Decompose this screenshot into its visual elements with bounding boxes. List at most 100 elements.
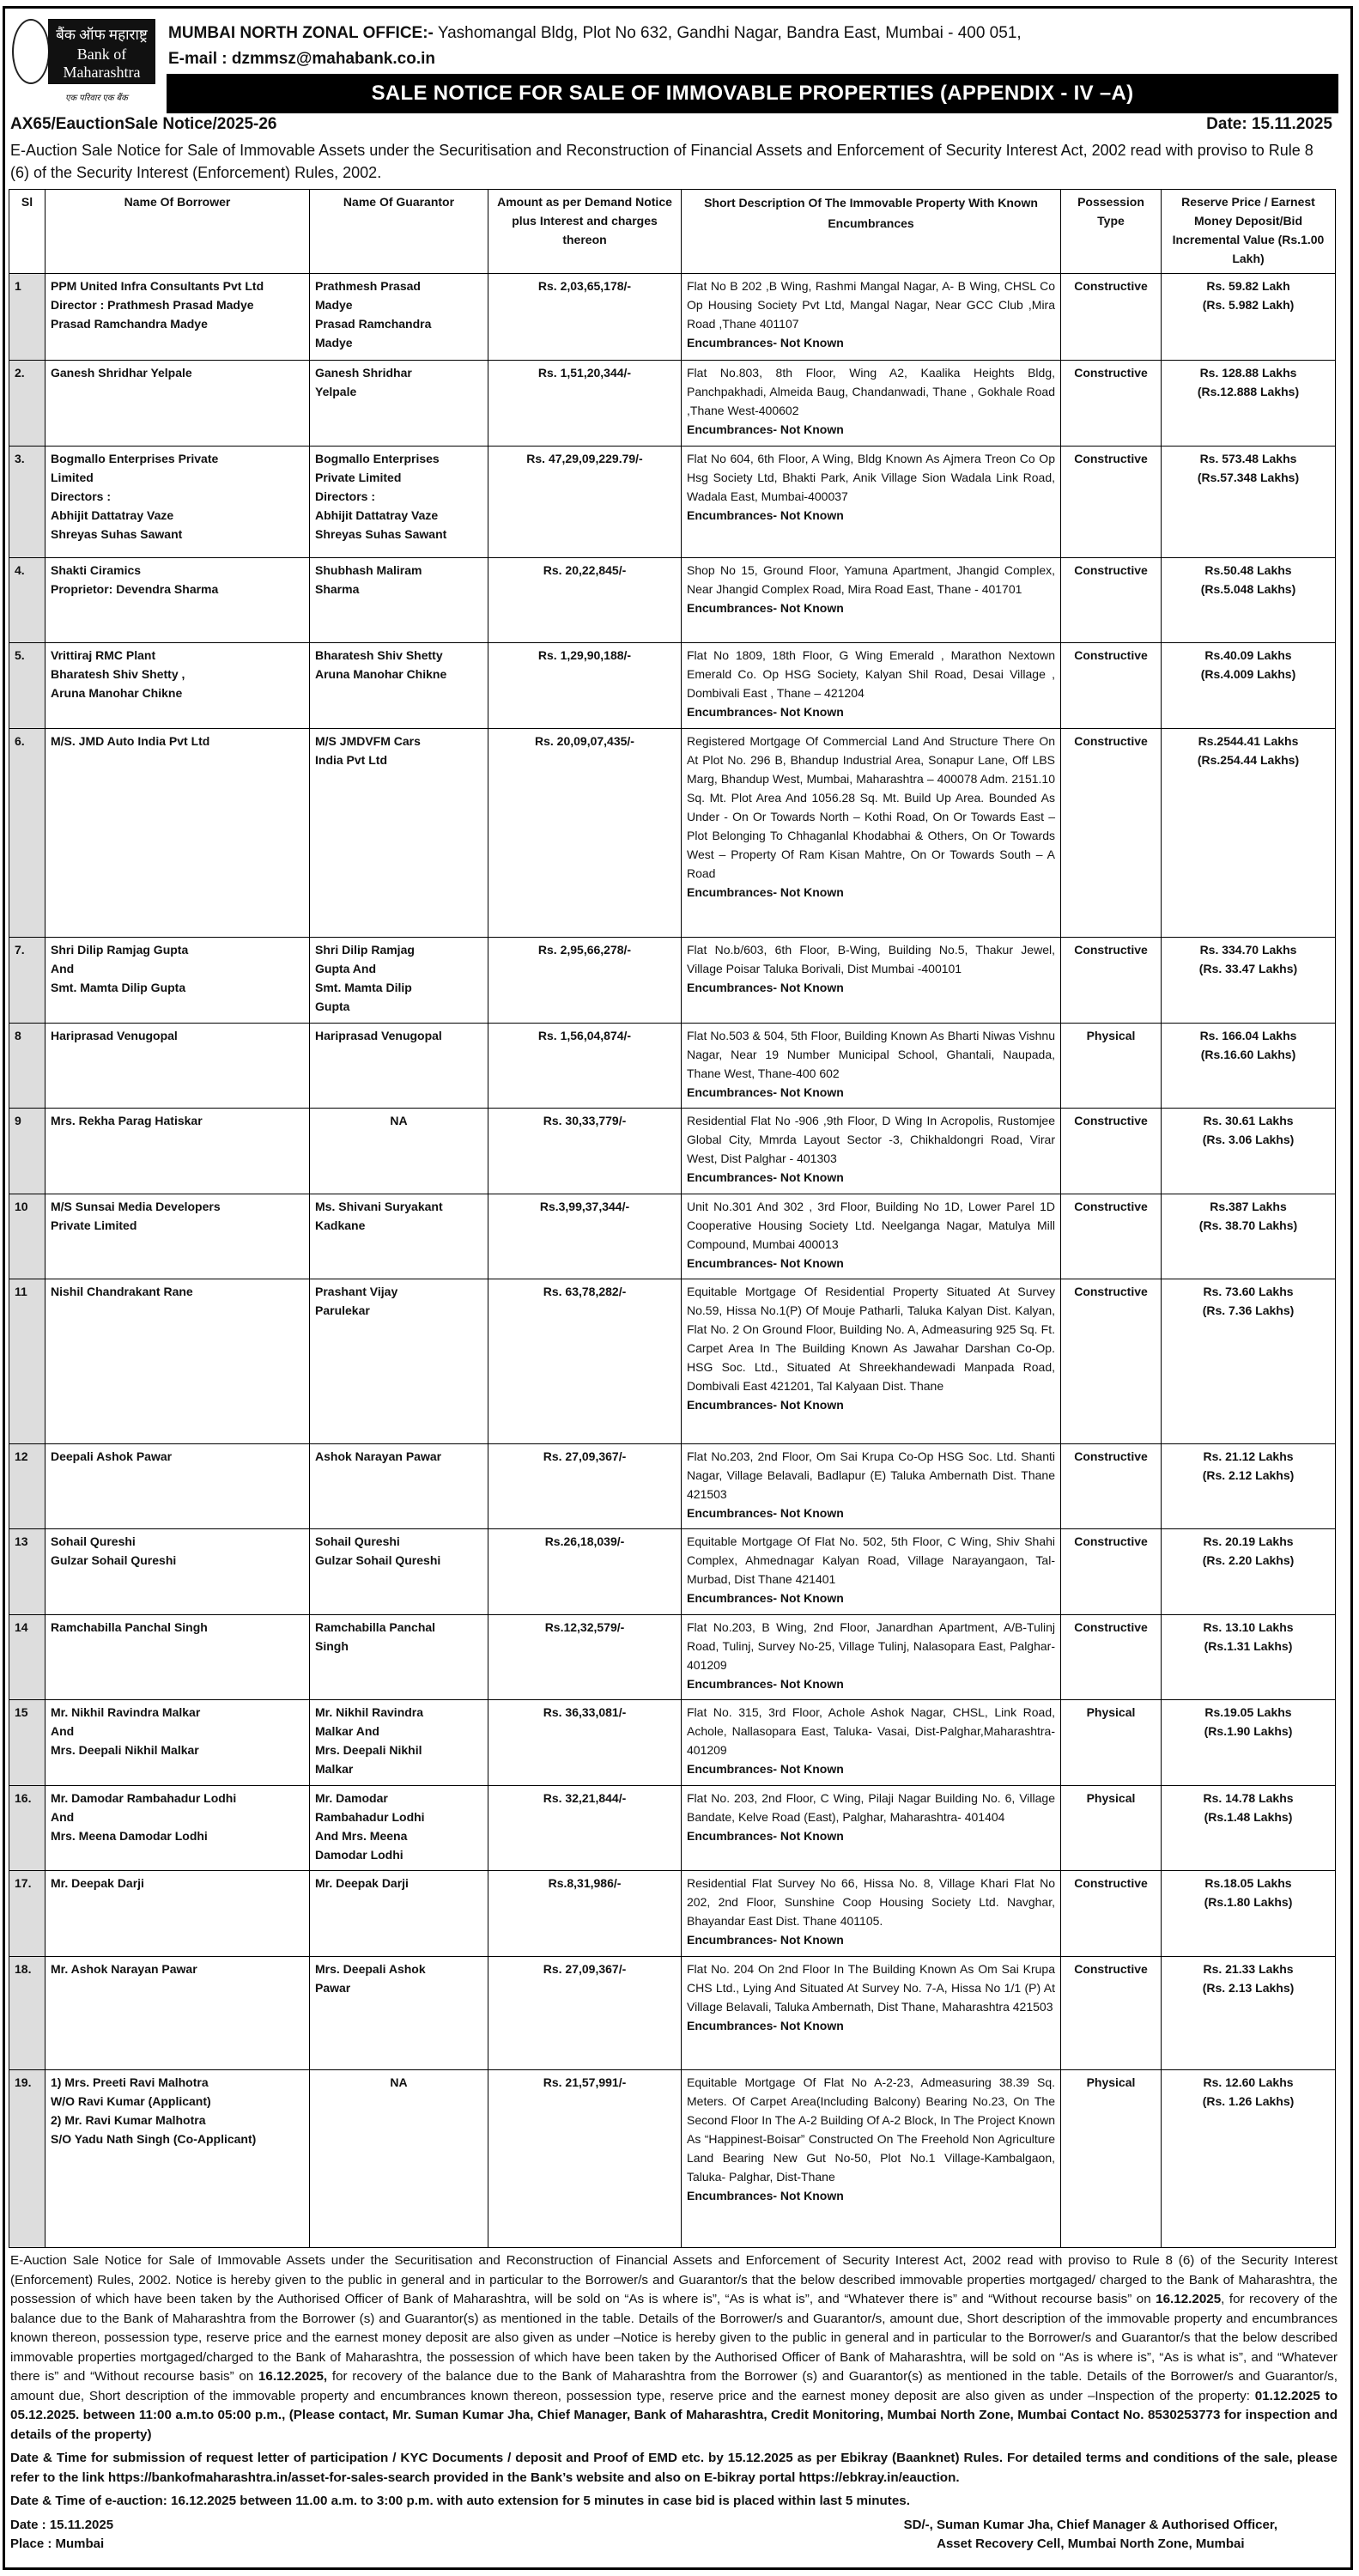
demand-amount: Rs. 2,95,66,278/- xyxy=(488,937,682,1024)
serial-number: 11 xyxy=(9,1279,46,1444)
property-description: Flat No.203, 2nd Floor, Om Sai Krupa Co-… xyxy=(681,1443,1061,1529)
description-text: Flat No.b/603, 6th Floor, B-Wing, Buildi… xyxy=(687,943,1055,975)
possession-type: Constructive xyxy=(1060,1614,1162,1700)
guarantor-name: Sohail Qureshi Gulzar Sohail Qureshi xyxy=(309,1528,488,1615)
guarantor-name: Hariprasad Venugopal xyxy=(309,1023,488,1109)
demand-amount: Rs. 1,29,90,188/- xyxy=(488,642,682,729)
description-text: Flat No.503 & 504, 5th Floor, Building K… xyxy=(687,1029,1055,1080)
property-description: Unit No.301 And 302 , 3rd Floor, Buildin… xyxy=(681,1194,1061,1279)
borrower-name: Vrittiraj RMC Plant Bharatesh Shiv Shett… xyxy=(45,642,310,729)
serial-number: 15 xyxy=(9,1699,46,1786)
notice-date: Date: 15.11.2025 xyxy=(1206,115,1332,133)
encumbrance-text: Encumbrances- Not Known xyxy=(687,1398,844,1412)
guarantor-name: M/S JMDVFM Cars India Pvt Ltd xyxy=(309,728,488,938)
demand-amount: Rs. 27,09,367/- xyxy=(488,1956,682,2070)
table-row: 4. Shakti Ciramics Proprietor: Devendra S… xyxy=(9,557,1336,643)
demand-amount: Rs.8,31,986/- xyxy=(488,1870,682,1957)
reserve-price: Rs. 334.70 Lakhs (Rs. 33.47 Lakhs) xyxy=(1161,937,1336,1024)
notice-title: SALE NOTICE FOR SALE OF IMMOVABLE PROPER… xyxy=(167,74,1338,113)
table-header-row: Sl Name Of Borrower Name Of Guarantor Amoun… xyxy=(9,189,1336,274)
reserve-price: Rs.50.48 Lakhs (Rs.5.048 Lakhs) xyxy=(1161,557,1336,643)
demand-amount: Rs. 36,33,081/- xyxy=(488,1699,682,1786)
auction-date-2: 16.12.2025, xyxy=(258,2369,328,2384)
description-text: Flat No.203, 2nd Floor, Om Sai Krupa Co-… xyxy=(687,1449,1055,1501)
borrower-name: M/S. JMD Auto India Pvt Ltd xyxy=(45,728,310,938)
terms-paragraph: E-Auction Sale Notice for Sale of Immova… xyxy=(10,2251,1338,2445)
reserve-price: Rs. 166.04 Lakhs (Rs.16.60 Lakhs) xyxy=(1161,1023,1336,1109)
demand-amount: Rs. 63,78,282/- xyxy=(488,1279,682,1444)
borrower-name: Mrs. Rekha Parag Hatiskar xyxy=(45,1108,310,1194)
table-row: 13 Sohail Qureshi Gulzar Sohail Qureshi So… xyxy=(9,1528,1336,1615)
reserve-price: Rs.40.09 Lakhs (Rs.4.009 Lakhs) xyxy=(1161,642,1336,729)
guarantor-name: Ganesh Shridhar Yelpale xyxy=(309,360,488,447)
email-link[interactable]: dzmmsz@mahabank.co.in xyxy=(231,50,435,68)
column-header-reserve: Reserve Price / Earnest Money Deposit/Bi… xyxy=(1161,189,1336,274)
terms-text-2: , for recovery of the balance due to the… xyxy=(10,2292,1338,2384)
guarantor-name: Prathmesh Prasad Madye Prasad Ramchandra… xyxy=(309,273,488,361)
property-description: Flat No. 315, 3rd Floor, Achole Ashok Na… xyxy=(681,1699,1061,1786)
serial-number: 5. xyxy=(9,642,46,729)
encumbrance-text: Encumbrances- Not Known xyxy=(687,1506,844,1520)
encumbrance-text: Encumbrances- Not Known xyxy=(687,2019,844,2032)
demand-amount: Rs. 21,57,991/- xyxy=(488,2069,682,2248)
guarantor-name: Mr. Damodar Rambahadur Lodhi And Mrs. Me… xyxy=(309,1785,488,1871)
demand-amount: Rs. 1,51,20,344/- xyxy=(488,360,682,447)
reserve-price: Rs. 21.33 Lakhs (Rs. 2.13 Lakhs) xyxy=(1161,1956,1336,2070)
description-text: Flat No B 202 ,B Wing, Rashmi Mangal Nag… xyxy=(687,279,1055,331)
reserve-price: Rs. 13.10 Lakhs (Rs.1.31 Lakhs) xyxy=(1161,1614,1336,1700)
table-row: 2. Ganesh Shridhar Yelpale Ganesh Shridhar… xyxy=(9,360,1336,447)
reference-number: AX65/EauctionSale Notice/2025-26 xyxy=(10,115,277,133)
possession-type: Constructive xyxy=(1060,937,1162,1024)
signatory-office: Asset Recovery Cell, Mumbai North Zone, … xyxy=(937,2536,1245,2551)
possession-type: Constructive xyxy=(1060,1956,1162,2070)
table-row: 14 Ramchabilla Panchal Singh Ramchabilla P… xyxy=(9,1614,1336,1700)
borrower-name: Shri Dilip Ramjag Gupta And Smt. Mamta D… xyxy=(45,937,310,1024)
notice-header: बैंक ऑफ महाराष्ट्र Bank of Maharashtra भ… xyxy=(5,12,1338,113)
demand-amount: Rs.12,32,579/- xyxy=(488,1614,682,1700)
guarantor-name: Ramchabilla Panchal Singh xyxy=(309,1614,488,1700)
serial-number: 19. xyxy=(9,2069,46,2248)
serial-number: 7. xyxy=(9,937,46,1024)
table-row: 18. Mr. Ashok Narayan Pawar Mrs. Deepali A… xyxy=(9,1956,1336,2070)
property-description: Equitable Mortgage Of Flat No A-2-23, Ad… xyxy=(681,2069,1061,2248)
possession-type: Constructive xyxy=(1060,1443,1162,1529)
possession-type: Physical xyxy=(1060,1699,1162,1786)
table-row: 5. Vrittiraj RMC Plant Bharatesh Shiv She… xyxy=(9,642,1336,729)
description-text: Equitable Mortgage Of Flat No A-2-23, Ad… xyxy=(687,2075,1055,2184)
borrower-name: PPM United Infra Consultants Pvt Ltd Dir… xyxy=(45,273,310,361)
encumbrance-text: Encumbrances- Not Known xyxy=(687,1762,844,1776)
logo-subline: भारत सरकार का उद्यम xyxy=(77,85,126,91)
description-text: Equitable Mortgage Of Flat No. 502, 5th … xyxy=(687,1534,1055,1586)
serial-number: 1 xyxy=(9,273,46,361)
demand-amount: Rs.3,99,37,344/- xyxy=(488,1194,682,1279)
office-address-text: Yashomangal Bldg, Plot No 632, Gandhi Na… xyxy=(433,24,1022,42)
borrower-name: 1) Mrs. Preeti Ravi Malhotra W/O Ravi Ku… xyxy=(45,2069,310,2248)
description-text: Flat No. 203, 2nd Floor, C Wing, Pilaji … xyxy=(687,1791,1055,1824)
property-description: Registered Mortgage Of Commercial Land A… xyxy=(681,728,1061,938)
column-header-possession: Possession Type xyxy=(1060,189,1162,274)
property-description: Equitable Mortgage Of Residential Proper… xyxy=(681,1279,1061,1444)
borrower-name: Mr. Deepak Darji xyxy=(45,1870,310,1957)
possession-type: Constructive xyxy=(1060,557,1162,643)
logo-hindi: बैंक ऑफ महाराष्ट्र xyxy=(56,27,148,43)
description-text: Registered Mortgage Of Commercial Land A… xyxy=(687,734,1055,880)
demand-amount: Rs. 32,21,844/- xyxy=(488,1785,682,1871)
encumbrance-text: Encumbrances- Not Known xyxy=(687,705,844,719)
possession-type: Constructive xyxy=(1060,273,1162,361)
table-row: 7. Shri Dilip Ramjag Gupta And Smt. Mamta… xyxy=(9,937,1336,1024)
description-text: Shop No 15, Ground Floor, Yamuna Apartme… xyxy=(687,563,1055,596)
encumbrance-text: Encumbrances- Not Known xyxy=(687,1256,844,1270)
reserve-price: Rs. 30.61 Lakhs (Rs. 3.06 Lakhs) xyxy=(1161,1108,1336,1194)
guarantor-name: Prashant Vijay Parulekar xyxy=(309,1279,488,1444)
intro-text: E-Auction Sale Notice for Sale of Immova… xyxy=(10,142,1313,181)
signature-block: Date : 15.11.2025 Place : Mumbai SD/-, S… xyxy=(10,2516,1338,2554)
demand-amount: Rs. 30,33,779/- xyxy=(488,1108,682,1194)
borrower-name: Hariprasad Venugopal xyxy=(45,1023,310,1109)
office-address: MUMBAI NORTH ZONAL OFFICE:- Yashomangal … xyxy=(168,21,1022,72)
reference-line: AX65/EauctionSale Notice/2025-26 Date: 1… xyxy=(10,115,1332,134)
possession-type: Constructive xyxy=(1060,728,1162,938)
description-text: Flat No 1809, 18th Floor, G Wing Emerald… xyxy=(687,648,1055,700)
encumbrance-text: Encumbrances- Not Known xyxy=(687,601,844,615)
encumbrance-text: Encumbrances- Not Known xyxy=(687,981,844,994)
reserve-price: Rs.18.05 Lakhs (Rs.1.80 Lakhs) xyxy=(1161,1870,1336,1957)
